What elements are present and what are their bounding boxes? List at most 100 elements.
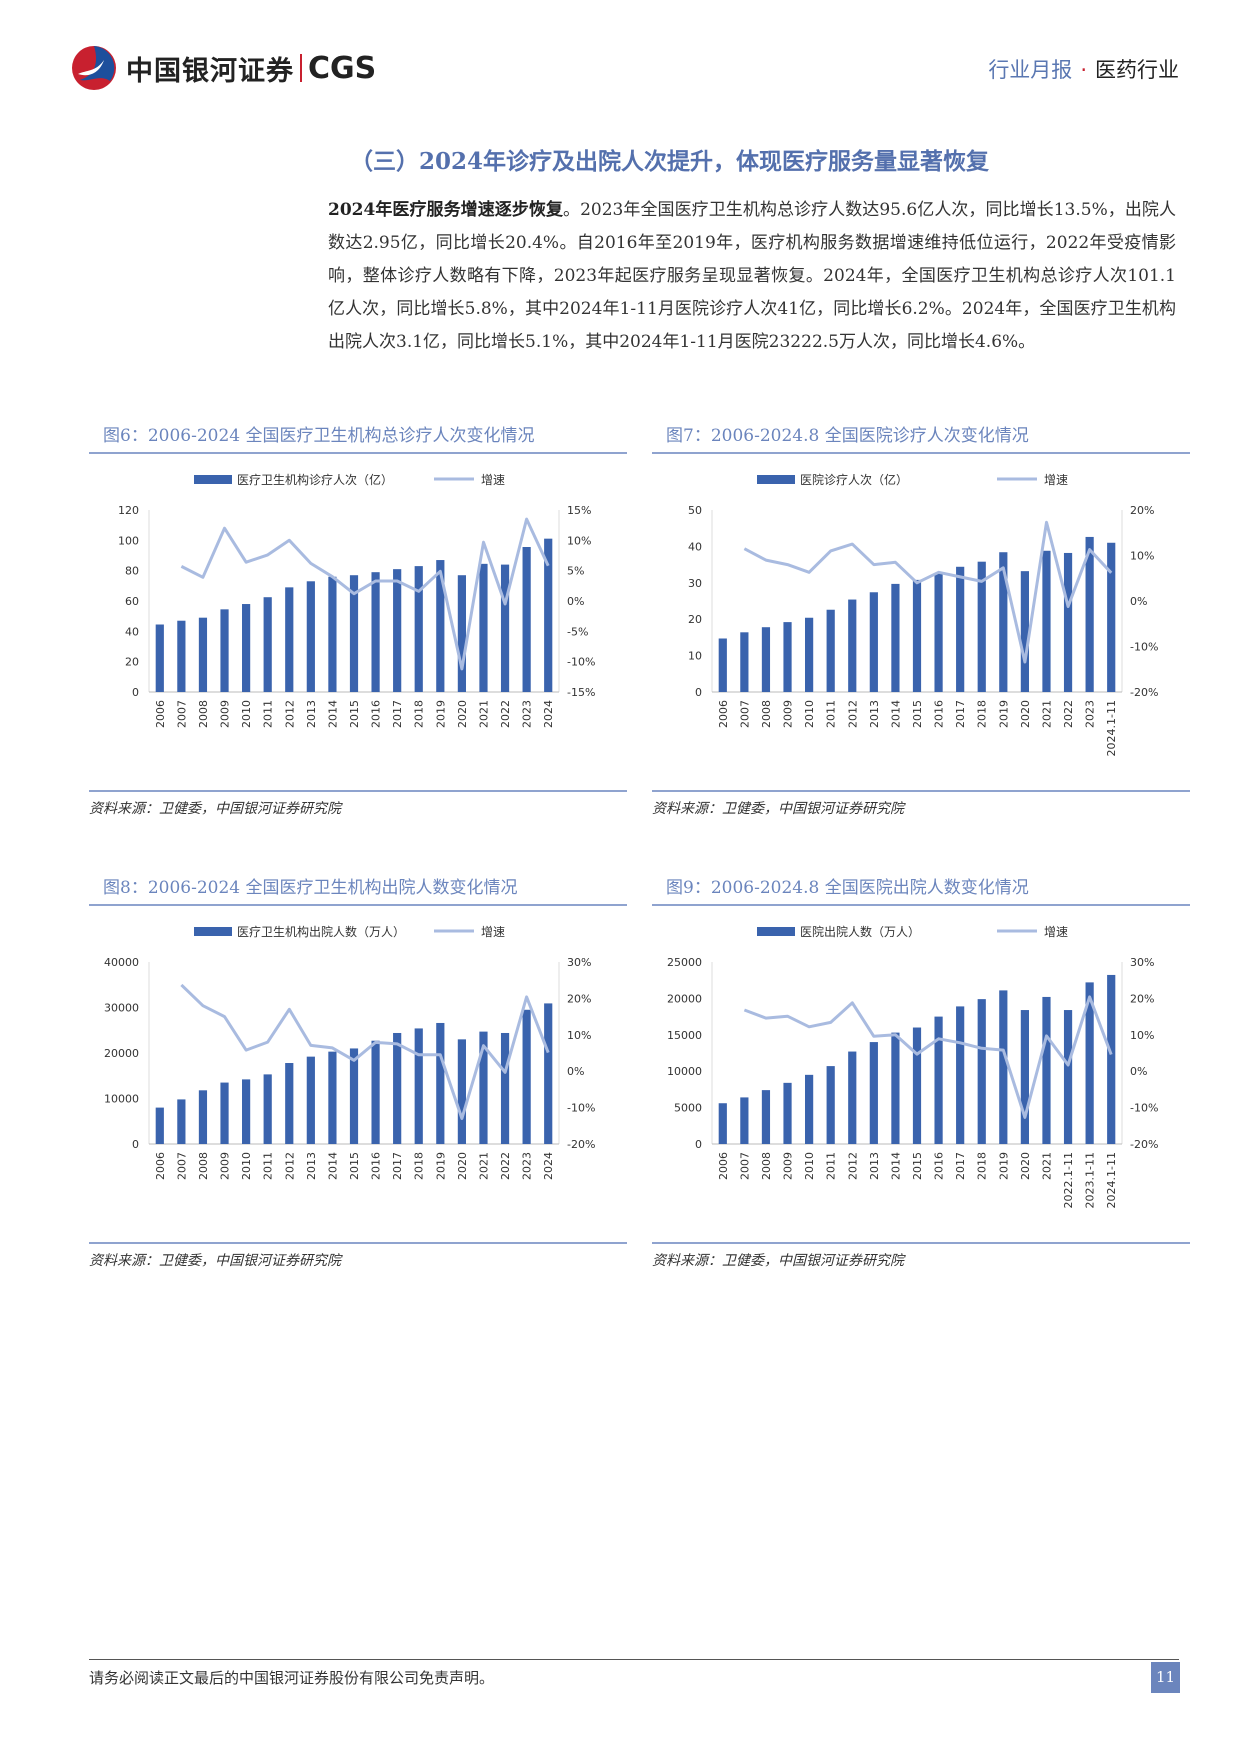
report-type: 行业月报 [988,58,1073,82]
y-tick-label: 10000 [104,1093,139,1106]
section-title: （三）2024年诊疗及出院人次提升，体现医疗服务量显著恢复 [350,148,990,175]
x-tick-label: 2009 [782,700,795,728]
y-tick-label: 40 [688,540,702,553]
x-tick-label: 2014 [889,1152,902,1180]
bar [522,547,531,692]
bar [718,1103,727,1144]
bar [220,609,229,692]
bar [912,579,922,692]
bar [1020,1010,1029,1144]
x-tick-label: 2024 [542,700,555,728]
y2-tick-label: -5% [567,625,588,638]
y-tick-label: 10 [688,650,702,663]
x-tick-label: 2007 [175,700,188,728]
y2-tick-label: 30% [1130,956,1154,969]
legend-bar-label: 医院诊疗人次（亿） [800,472,908,487]
y2-tick-label: 10% [567,1029,591,1042]
bar [436,1022,445,1144]
bar [522,1009,531,1144]
bar [1107,542,1116,692]
bar [805,617,814,692]
x-tick-label: 2023.1-11 [1084,1152,1097,1208]
bar [869,592,878,692]
bar [544,1003,553,1144]
figure-title: 图6：2006-2024 全国医疗卫生机构总诊疗人次变化情况 [89,422,627,454]
x-tick-label: 2016 [370,700,383,728]
x-tick-label: 2020 [1019,700,1032,728]
bar [848,599,857,692]
y2-tick-label: -10% [567,1102,595,1115]
y-tick-label: 120 [118,504,139,517]
y2-tick-label: 20% [1130,504,1154,517]
x-tick-label: 2013 [305,1152,318,1180]
x-tick-label: 2019 [997,700,1010,728]
industry-name: 医药行业 [1095,58,1179,82]
paragraph-body: 。2023年全国医疗卫生机构总诊疗人数达95.6亿人次，同比增长13.5%，出院… [328,200,1176,352]
bar [349,575,359,692]
x-tick-label: 2019 [997,1152,1010,1180]
y-tick-label: 60 [125,595,139,608]
x-tick-label: 2023 [1084,700,1097,728]
y2-tick-label: -20% [567,1138,595,1151]
x-tick-label: 2010 [240,700,253,728]
legend-line-label: 增速 [1044,925,1068,939]
report-category: 行业月报 · 医药行业 [988,54,1179,84]
y2-tick-label: 20% [1130,992,1154,1005]
bar [934,572,943,692]
y-tick-label: 100 [118,534,139,547]
bar [891,583,900,692]
bar [177,620,186,692]
bar [285,1063,294,1144]
bar [956,1006,965,1144]
bar [1085,536,1094,692]
x-tick-label: 2022.1-11 [1062,1152,1075,1208]
x-tick-label: 2017 [391,700,404,728]
bar [393,1032,402,1144]
page-number: 11 [1151,1662,1180,1693]
x-tick-label: 2009 [782,1152,795,1180]
figure-source: 资料来源：卫健委，中国银河证券研究院 [652,1242,1190,1270]
bar [500,1032,510,1144]
y-tick-label: 20000 [667,992,702,1005]
y-tick-label: 0 [132,1138,139,1151]
y-tick-label: 20 [688,613,702,626]
x-tick-label: 2022 [1062,700,1075,728]
bar [869,1042,878,1144]
figure-source: 资料来源：卫健委，中国银河证券研究院 [89,790,627,818]
bar [956,566,965,692]
bar [999,552,1008,692]
chart-6: 医疗卫生机构诊疗人次（亿） 增速 0 20 40 60 80 100 120 -15% -10% -5… [118,472,595,728]
x-tick-label: 2011 [825,1152,838,1180]
y-tick-label: 50 [688,504,702,517]
y-tick-label: 10000 [667,1065,702,1078]
x-tick-label: 2023 [521,700,534,728]
bar [826,609,835,692]
x-tick-label: 2022 [499,1152,512,1180]
legend-bar-swatch [194,927,232,936]
x-tick-label: 2022 [499,700,512,728]
y2-tick-label: 0% [567,1065,584,1078]
legend-line-label: 增速 [481,473,505,487]
growth-line [743,520,1113,664]
x-tick-label: 2014 [326,1152,339,1180]
footer-disclaimer: 请务必阅读正文最后的中国银河证券股份有限公司免责声明。 [89,1669,495,1687]
x-tick-label: 2012 [283,1152,296,1180]
x-tick-label: 2020 [456,700,469,728]
bar [848,1051,857,1144]
y2-tick-label: 30% [567,956,591,969]
bar [1107,974,1116,1144]
x-tick-label: 2007 [738,700,751,728]
legend-line-label: 增速 [481,925,505,939]
x-tick-label: 2018 [413,700,426,728]
x-tick-label: 2017 [954,1152,967,1180]
bar [479,1031,488,1144]
bar [891,1032,900,1144]
x-tick-label: 2015 [348,700,361,728]
bar [1063,552,1073,692]
bar [783,1082,792,1144]
bar [999,990,1008,1144]
x-tick-label: 2008 [760,1152,773,1180]
y2-tick-label: -20% [1130,686,1158,699]
y-tick-label: 30000 [104,1002,139,1015]
bar [328,576,337,692]
